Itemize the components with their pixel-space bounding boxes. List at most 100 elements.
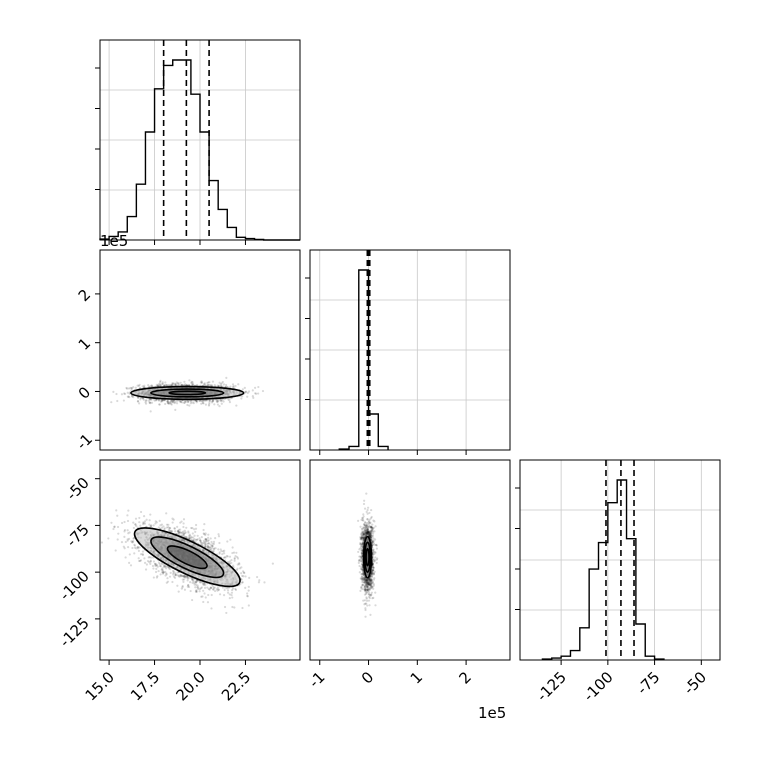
scatter-point (206, 536, 210, 539)
scatter-point (195, 399, 198, 402)
scatter-point (127, 532, 130, 535)
scatter-point (123, 392, 126, 395)
scatter-point (244, 390, 247, 393)
scatter-point (155, 383, 158, 386)
scatter-point (131, 546, 134, 550)
scatter-point (165, 572, 168, 575)
scatter-point (150, 401, 154, 404)
scatter-point (206, 381, 209, 385)
scatter-point (199, 539, 202, 542)
scatter-point (226, 540, 229, 543)
scatter-point (128, 561, 131, 565)
scatter-point (166, 577, 169, 580)
scatter-point (196, 534, 199, 537)
scatter-point (207, 542, 211, 545)
scatter-point (205, 538, 208, 541)
scatter-point (116, 514, 119, 517)
scatter-point (225, 383, 228, 387)
scatter-point (172, 400, 176, 403)
scatter-point (202, 582, 205, 585)
scatter-point (191, 532, 194, 535)
scatter-point (231, 596, 234, 599)
scatter-point (148, 561, 151, 564)
scatter-point (177, 530, 180, 533)
scatter-point (183, 575, 186, 578)
scatter-point (207, 545, 210, 549)
scatter-point (116, 399, 119, 403)
axes-frame (309, 249, 511, 451)
tick-label-y: 0 (75, 383, 94, 402)
scatter-point (225, 611, 228, 615)
scatter-point (231, 589, 234, 592)
scatter-point (153, 399, 156, 402)
scatter-point (238, 567, 242, 570)
scatter-point (199, 587, 203, 590)
scatter-point (214, 537, 217, 540)
scatter-point (233, 606, 236, 609)
scatter-point (241, 388, 244, 391)
scatter-point (155, 564, 158, 567)
scatter-point (126, 529, 129, 532)
scatter-point (223, 549, 226, 552)
scatter-point (133, 544, 137, 547)
scatter-point (179, 400, 182, 404)
scatter-point (179, 575, 182, 578)
scatter-point (177, 383, 181, 386)
scatter-point (167, 528, 171, 531)
scatter-point (191, 579, 194, 582)
scatter-point (220, 550, 223, 553)
scatter-point (113, 525, 116, 528)
scatter-point (216, 398, 219, 402)
scatter-point (207, 381, 210, 384)
scatter-point (149, 385, 152, 388)
scatter-point (222, 594, 226, 597)
scatter-point (161, 569, 164, 573)
tick-label-x: 22.5 (218, 668, 254, 704)
scatter-point (181, 531, 184, 534)
scatter-point (169, 402, 173, 405)
scatter-point (206, 544, 210, 547)
scatter-point (203, 582, 206, 585)
scatter-point (147, 385, 151, 388)
scatter-point (173, 576, 177, 579)
scatter-point (247, 390, 251, 393)
scatter-point (246, 395, 249, 398)
scatter-point (240, 578, 243, 581)
scatter-point (126, 391, 129, 394)
scatter-point (155, 398, 158, 401)
tick-label-y: -50 (63, 474, 93, 504)
scatter-point (238, 562, 241, 565)
scatter-point (193, 583, 196, 586)
scatter-point (161, 382, 164, 385)
scatter-point (372, 532, 375, 535)
scatter-point (179, 521, 182, 524)
scatter-point (202, 600, 205, 604)
scatter-point (182, 533, 185, 537)
contour-line (130, 385, 245, 401)
scatter-point (209, 537, 212, 540)
tick-label-x: -100 (580, 668, 617, 705)
scatter-point (163, 399, 166, 402)
tick-label-y: -125 (56, 614, 93, 651)
scatter-point (165, 567, 168, 570)
scatter-point (231, 605, 234, 609)
scatter-point (126, 519, 130, 523)
scatter-point (174, 573, 178, 576)
scatter-point (190, 400, 193, 403)
scatter-point (204, 538, 207, 541)
contour-line (166, 545, 208, 570)
scatter-point (124, 392, 127, 395)
scatter-point (200, 595, 203, 598)
scatter-point (216, 400, 219, 403)
scatter-point (183, 401, 186, 404)
scatter-point (230, 559, 233, 562)
scatter-point (202, 583, 205, 587)
contour-line (150, 536, 225, 579)
scatter-point (134, 523, 137, 526)
scatter-point (179, 400, 182, 403)
scatter-point (150, 385, 153, 388)
scatter-point (139, 559, 143, 562)
scatter-point (186, 575, 190, 579)
scatter-point (170, 384, 173, 387)
scatter-point (203, 582, 206, 585)
